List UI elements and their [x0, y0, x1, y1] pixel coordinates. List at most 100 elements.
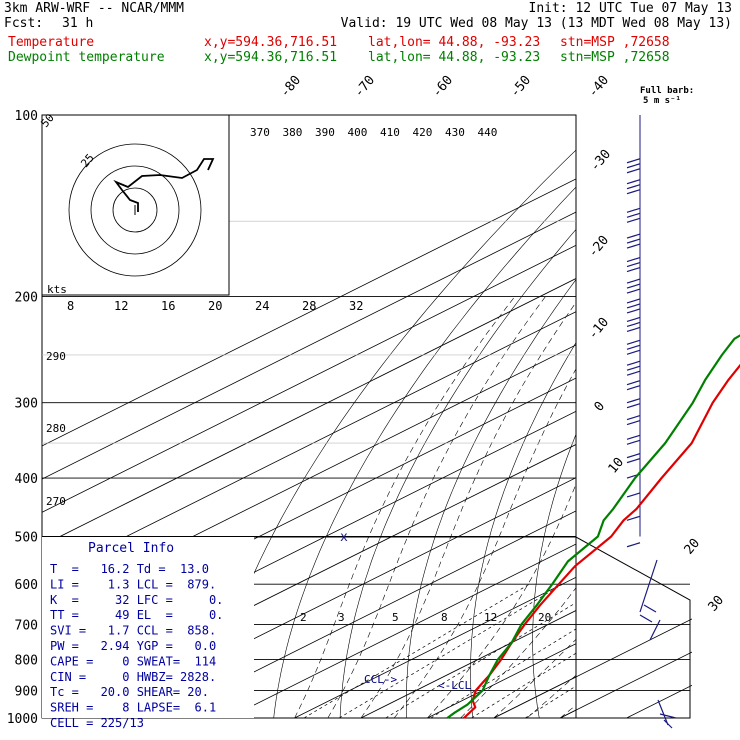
- dewpoint-profile: [446, 334, 740, 719]
- hodo-speed-label: 8: [67, 299, 74, 313]
- theta-label: 440: [478, 126, 498, 139]
- barb-legend-line2: 5 m s⁻¹: [643, 96, 681, 106]
- isotherm-line: [360, 610, 576, 718]
- pressure-tick-label: 900: [15, 684, 38, 699]
- wind-barb-flag: [626, 316, 641, 323]
- hodo-speed-label: 20: [208, 299, 222, 313]
- mixing-ratio-label: 3: [338, 611, 345, 624]
- wind-barb-flag: [626, 283, 641, 289]
- theta-label: 400: [348, 126, 368, 139]
- isotherm-label: -30: [588, 147, 615, 175]
- dry-adiabat: [273, 186, 576, 718]
- dewpoint-xy: x,y=594.36,716.51: [204, 50, 338, 65]
- wind-barb-flag: [626, 278, 641, 284]
- isotherm-label: -60: [430, 73, 457, 101]
- mixing-ratio-line: [385, 602, 576, 718]
- hodo-speed-label: 16: [161, 299, 175, 313]
- wind-barb-flag: [626, 217, 641, 223]
- moist-adiabat: [493, 638, 576, 718]
- isotherm-line: [42, 211, 576, 480]
- dry-adiabat: [707, 115, 740, 718]
- wind-barb-flag: [626, 420, 641, 426]
- temperature-xy: x,y=594.36,716.51: [204, 35, 338, 50]
- wind-barb-flag: [626, 385, 641, 391]
- moist-adiabat: [327, 296, 546, 718]
- moist-adiabat: [427, 483, 576, 718]
- parcel-info-row: Tc = 20.0 SHEAR= 20.: [50, 685, 209, 699]
- wind-barb-flag: [626, 365, 641, 371]
- pressure-tick-label: 100: [15, 109, 38, 124]
- wind-barb-flag: [626, 380, 641, 386]
- hodograph-ring: [68, 143, 202, 277]
- parcel-info-row: CAPE = 0 SWEAT= 114: [50, 654, 216, 668]
- moist-adiabat: [526, 674, 576, 718]
- parcel-info-row: SVI = 1.7 CCL = 858.: [50, 624, 216, 638]
- wind-barb-flag: [626, 298, 641, 304]
- isotherm-label: -70: [352, 73, 379, 101]
- parcel-info-row: SREH = 8 LAPSE= 6.1: [50, 701, 216, 715]
- isotherm-line: [42, 178, 576, 447]
- pressure-tick-label: 600: [15, 578, 38, 593]
- wind-barb-flag: [626, 403, 641, 409]
- parcel-info-box: [42, 537, 254, 718]
- temperature-latlon: lat,lon= 44.88, -93.23: [368, 35, 541, 50]
- wind-barb-flag: [626, 212, 641, 218]
- moist-adiabat: [294, 296, 516, 718]
- wind-barb-flag: [626, 415, 641, 421]
- pressure-tick-label: 300: [15, 397, 38, 412]
- forecast-label: Fcst:: [4, 16, 44, 31]
- wind-barb-flag: [626, 308, 641, 314]
- wind-barb-flag: [626, 542, 641, 548]
- dry-adiabat: [532, 433, 576, 718]
- wind-barb-flag: [626, 189, 641, 195]
- isotherm-label: 10: [606, 455, 628, 477]
- isotherm-label: -40: [586, 73, 613, 101]
- lcl-marker: <-LCL: [438, 679, 471, 692]
- wind-barb-surface: [657, 699, 677, 729]
- wind-barb-flag: [626, 238, 641, 244]
- pressure-tick-label: 1000: [7, 712, 38, 727]
- dewpoint-latlon: lat,lon= 44.88, -93.23: [368, 50, 541, 65]
- barb-legend-line1: Full barb:: [640, 86, 694, 96]
- wind-barb-flag: [626, 163, 641, 169]
- init-time: Init: 12 UTC Tue 07 May 13: [528, 1, 733, 16]
- isotherm-line: [42, 344, 576, 613]
- isotherm-label: 20: [682, 536, 704, 558]
- thetae-label: 280: [46, 422, 66, 435]
- wind-barbs: [626, 115, 677, 729]
- wind-barb-flag: [626, 370, 641, 376]
- thetae-label: 270: [46, 495, 66, 508]
- wind-barb-flag: [626, 158, 641, 164]
- isotherm-line: [693, 115, 740, 718]
- wind-barb-flag: [626, 266, 641, 273]
- forecast-hour: 31 h: [62, 16, 94, 31]
- hodo-speed-label: 32: [349, 299, 363, 313]
- wind-barb-flag: [626, 303, 641, 309]
- isotherm-line: [42, 278, 576, 546]
- wind-barb-flag: [626, 434, 641, 440]
- parcel-info-row: LI = 1.3 LCL = 879.: [50, 577, 216, 591]
- theta-label: 380: [283, 126, 303, 139]
- mixing-ratio-line: [471, 652, 576, 718]
- moist-adiabat: [627, 297, 740, 719]
- ccl-marker: CCL->: [364, 673, 397, 686]
- pressure-tick-label: 700: [15, 619, 38, 634]
- parcel-info-row: TT = 49 EL = 0.: [50, 608, 223, 622]
- theta-label: 390: [315, 126, 335, 139]
- hodograph-ring: [90, 165, 180, 255]
- isotherm-line: [228, 543, 576, 718]
- mixing-ratio-label: 20: [538, 611, 551, 624]
- isotherms-lower: [493, 115, 740, 718]
- parcel-info-title: Parcel Info: [88, 541, 174, 556]
- parcel-level-marker: x: [340, 530, 348, 545]
- dewpoint-station: stn=MSP ,72658: [560, 50, 670, 65]
- wind-barb-flag: [626, 349, 641, 355]
- isotherm-line: [95, 477, 576, 718]
- wind-barb-flag: [626, 326, 641, 333]
- temperature-station: stn=MSP ,72658: [560, 35, 670, 50]
- moist-adiabat: [393, 368, 576, 718]
- wind-barb-flag: [626, 321, 641, 328]
- wind-barb-flag: [626, 492, 641, 498]
- dry-adiabat: [651, 115, 740, 718]
